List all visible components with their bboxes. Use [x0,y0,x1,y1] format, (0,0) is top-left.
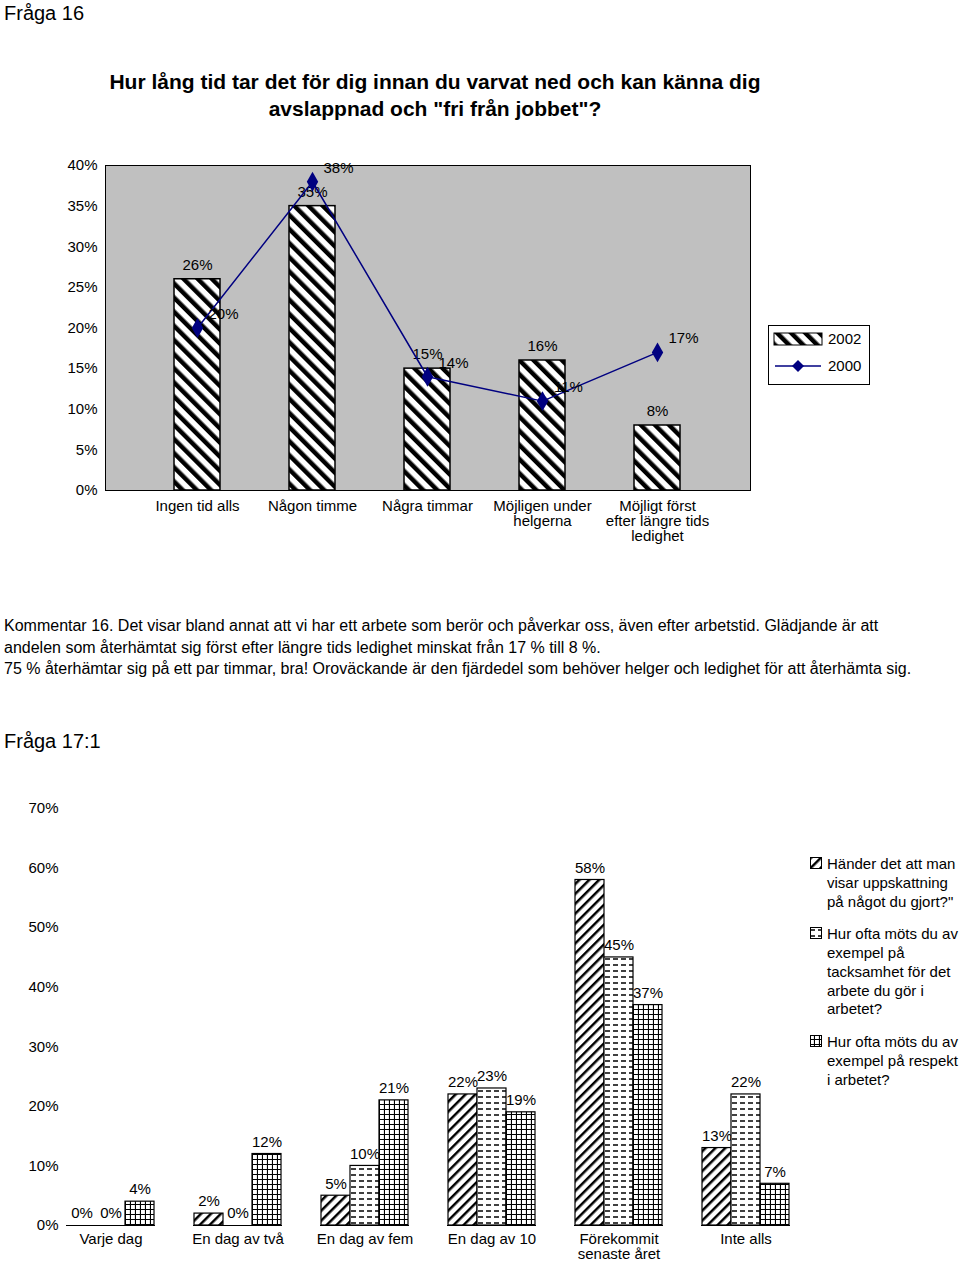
html-text:Kommentar 16. Det visar bland: Kommentar 16. Det visar bland annat att … [4,617,879,656]
svg-text:0%: 0% [227,1204,249,1221]
html-text:Hur lång tid tar det för dig i: Hur lång tid tar det för dig innan du va… [109,70,761,121]
svg-text:En dag av fem: En dag av fem [317,1230,414,1247]
svg-text:0%: 0% [100,1204,122,1221]
svg-text:37%: 37% [633,984,663,1001]
svg-text:35%: 35% [297,182,328,200]
svg-text:38%: 38% [323,159,353,176]
svg-text:2%: 2% [198,1192,220,1209]
svg-text:5%: 5% [325,1175,347,1192]
svg-text:19%: 19% [506,1091,536,1108]
svg-text:Möjligen underhelgerna: Möjligen underhelgerna [493,497,591,529]
svg-text:4%: 4% [129,1180,151,1197]
svg-text:20%: 20% [208,305,238,322]
svg-text:20%: 20% [67,319,97,336]
svg-text:35%: 35% [67,197,97,214]
svg-text:10%: 10% [350,1145,380,1162]
svg-text:22%: 22% [731,1073,761,1090]
svg-text:45%: 45% [604,936,634,953]
svg-text:Ingen tid alls: Ingen tid alls [155,497,239,514]
svg-text:Möjligt förstefter längre tids: Möjligt förstefter längre tidsledighet [606,497,709,544]
svg-text:Varje dag: Varje dag [79,1230,142,1247]
svg-text:13%: 13% [702,1127,732,1144]
svg-text:21%: 21% [379,1079,409,1096]
html-text:Fråga 17:1: Fråga 17:1 [4,730,101,752]
svg-text:7%: 7% [764,1163,786,1180]
svg-text:17%: 17% [668,329,698,346]
svg-text:10%: 10% [28,1157,58,1174]
html-text:2000: 2000 [828,356,862,374]
svg-text:0%: 0% [76,481,98,498]
svg-text:22%: 22% [448,1073,478,1090]
svg-text:En dag av 10: En dag av 10 [448,1230,536,1247]
svg-text:23%: 23% [477,1067,507,1084]
html-text:Hur ofta möts du av exempel på: Hur ofta möts du av exempel på respekt i… [827,1033,958,1088]
svg-text:0%: 0% [71,1204,93,1221]
html-text:Hur ofta möts du av exempel på: Hur ofta möts du av exempel på tacksamhe… [827,925,958,1018]
svg-text:20%: 20% [28,1097,58,1114]
svg-text:0%: 0% [37,1216,59,1233]
svg-text:26%: 26% [182,256,212,273]
svg-text:15%: 15% [412,345,443,363]
svg-text:Inte alls: Inte alls [720,1230,772,1247]
html-text:Fråga 16: Fråga 16 [4,2,85,24]
svg-text:30%: 30% [28,1038,58,1055]
svg-text:10%: 10% [67,400,97,417]
svg-text:Förekommitsenaste året: Förekommitsenaste året [578,1230,661,1262]
svg-text:12%: 12% [252,1133,282,1150]
html-text:75 % återhämtar sig på ett par: 75 % återhämtar sig på ett par timmar, b… [4,660,912,678]
svg-text:40%: 40% [28,978,58,995]
svg-text:14%: 14% [438,354,468,371]
svg-text:40%: 40% [67,156,97,173]
svg-text:15%: 15% [67,359,97,376]
html-text:Händer det att man visar uppsk: Händer det att man visar uppskattning på… [827,855,956,910]
svg-text:5%: 5% [76,441,98,458]
svg-text:8%: 8% [647,402,669,419]
svg-text:11%: 11% [554,378,583,395]
svg-text:58%: 58% [575,859,605,876]
html-text:2002: 2002 [828,330,862,347]
svg-text:16%: 16% [527,337,557,354]
svg-text:30%: 30% [67,238,97,255]
svg-text:60%: 60% [28,859,58,876]
svg-text:En dag av två: En dag av två [192,1230,284,1247]
svg-text:Någon timme: Någon timme [268,497,357,514]
svg-text:70%: 70% [28,800,58,816]
svg-text:50%: 50% [28,918,58,935]
svg-text:25%: 25% [67,278,97,295]
svg-text:Några timmar: Några timmar [382,497,473,514]
